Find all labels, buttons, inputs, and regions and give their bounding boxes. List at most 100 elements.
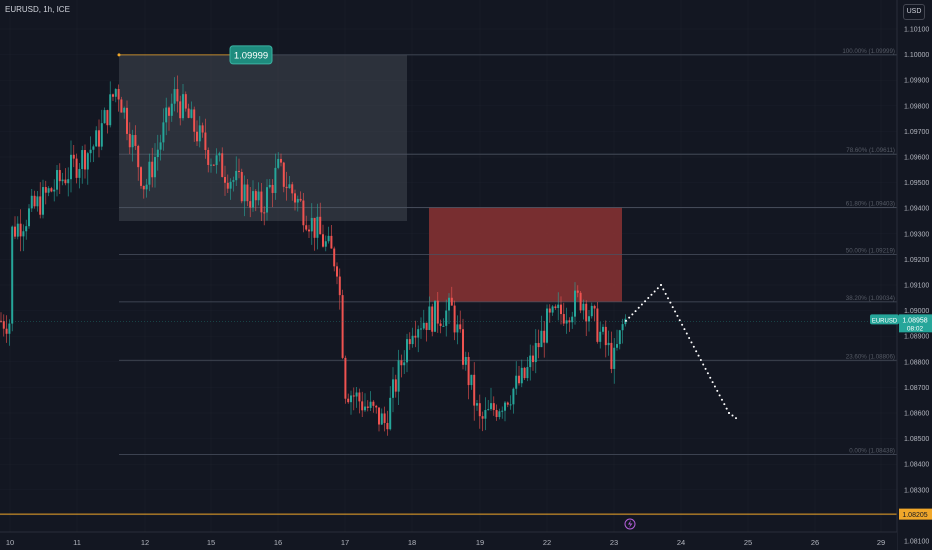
candle-body	[403, 362, 406, 366]
fib-label: 0.00% (1.08438)	[849, 447, 895, 454]
candle-body	[420, 328, 422, 330]
candle-body	[305, 225, 308, 230]
candle-body	[330, 235, 333, 249]
currency-button[interactable]: USD	[903, 4, 925, 20]
zones	[119, 54, 622, 302]
candle-body	[562, 314, 565, 324]
candle-body	[378, 407, 380, 425]
candle-body	[518, 375, 520, 384]
projection-dot	[662, 288, 665, 291]
candle-body	[64, 179, 67, 184]
candle-body	[204, 132, 207, 150]
y-axis[interactable]: 1.10100 1.10000 1.09900 1.09800 1.09700 1.096…	[870, 0, 932, 550]
lightning-icon-bolt	[628, 520, 633, 528]
x-tick-label: 26	[811, 538, 819, 547]
candle-body	[156, 149, 159, 158]
candle-body	[294, 193, 296, 203]
projection-dot	[713, 385, 716, 388]
candle-body	[534, 343, 537, 363]
candle-body	[400, 360, 403, 366]
candle-body	[58, 170, 61, 182]
candle-body	[72, 154, 75, 159]
projection-dot	[683, 328, 686, 331]
candle-body	[162, 122, 165, 143]
candle-body	[89, 149, 92, 154]
fib-label: 61.80% (1.09403)	[846, 200, 895, 207]
candle-body	[179, 101, 182, 119]
candle-body	[515, 375, 518, 389]
candle-body	[100, 123, 103, 147]
candle-body	[81, 150, 84, 170]
projection-dot	[731, 414, 734, 417]
fib-label: 50.00% (1.09219)	[846, 248, 895, 255]
candle-body	[117, 89, 120, 100]
projection-dot	[690, 341, 693, 344]
candle-body	[56, 170, 58, 190]
candle-body	[324, 241, 327, 247]
premium-zone	[119, 54, 407, 221]
y-tick-label: 1.08500	[904, 436, 929, 443]
x-tick-label: 29	[877, 538, 885, 547]
candle-body	[487, 409, 490, 411]
candle-body	[310, 217, 313, 232]
candle-body	[229, 181, 232, 189]
candle-body	[254, 191, 257, 201]
candle-body	[588, 316, 590, 322]
candle-body	[394, 379, 397, 392]
candle-body	[114, 89, 117, 97]
horizontal-line-tag	[899, 508, 932, 520]
candle-body	[383, 413, 386, 423]
candle-body	[453, 305, 456, 333]
callout-anchor	[117, 53, 121, 57]
projection-dot	[702, 363, 705, 366]
x-tick-label: 23	[610, 538, 618, 547]
candle-body	[355, 392, 358, 397]
candle-body	[201, 125, 204, 133]
x-tick-label: 19	[476, 538, 484, 547]
y-tick-label: 1.08400	[904, 462, 929, 469]
candle-body	[95, 130, 98, 147]
candle-body	[389, 397, 392, 430]
candle-body	[543, 330, 546, 343]
lightning-icon[interactable]	[624, 518, 636, 530]
candle-body	[84, 150, 86, 170]
y-tick-label: 1.09200	[904, 257, 929, 264]
candle-body	[266, 187, 268, 213]
candle-body	[285, 186, 288, 189]
candle-body	[352, 395, 355, 397]
candle-body	[308, 229, 310, 232]
candle-body	[106, 110, 109, 126]
candle-body	[154, 157, 156, 178]
candle-body	[599, 331, 602, 342]
candle-body	[260, 191, 263, 213]
x-axis[interactable]: 10 11 12 15 16 17 18 19 22 23 24 25 26 29	[0, 518, 897, 550]
candle-body	[495, 410, 498, 418]
candle-body	[532, 355, 534, 363]
projection-dot	[681, 323, 684, 326]
projection-dot	[625, 319, 627, 322]
projection-dot	[644, 300, 647, 303]
candle-body	[2, 321, 5, 329]
current-price-tag	[899, 314, 932, 333]
candle-body	[492, 403, 495, 411]
candle-body	[47, 188, 50, 193]
candle-body	[98, 130, 100, 147]
candle-body	[459, 324, 462, 330]
fib-label: 23.60% (1.08806)	[846, 353, 895, 360]
candle-body	[358, 392, 361, 402]
candle-body	[131, 135, 134, 148]
projection-dot	[637, 306, 640, 309]
candle-body	[439, 323, 442, 326]
candle-body	[481, 416, 484, 419]
candle-body	[224, 176, 226, 183]
candle-body	[182, 94, 184, 119]
candle-body	[134, 135, 137, 146]
projection-dot	[660, 284, 662, 286]
candle-body	[212, 164, 215, 166]
projection-dot	[667, 297, 670, 300]
candle-body	[509, 404, 512, 406]
candle-body	[291, 184, 294, 194]
candle-body	[11, 226, 14, 324]
candle-body	[434, 300, 436, 332]
